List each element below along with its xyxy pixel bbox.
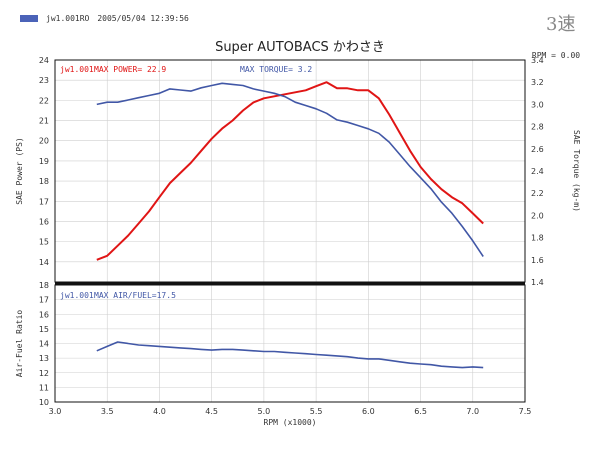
y-tick-label: 16 bbox=[39, 217, 49, 226]
chart-header: jw1.001RO 2005/05/04 12:39:56 bbox=[20, 14, 189, 23]
legend-swatch bbox=[20, 15, 38, 22]
af-y-axis-label: Air-Fuel Ratio bbox=[15, 310, 24, 378]
y2-tick-label: 3.0 bbox=[531, 100, 544, 109]
y2-tick-label: 1.6 bbox=[531, 256, 544, 265]
x-tick-label: 7.5 bbox=[519, 407, 532, 416]
x-tick-label: 6.5 bbox=[414, 407, 427, 416]
air-fuel-line bbox=[96, 341, 484, 369]
y-tick-label: 18 bbox=[39, 177, 49, 186]
y-tick-label: 14 bbox=[39, 258, 49, 267]
annotation-max-torque: MAX TORQUE= 3.2 bbox=[240, 65, 312, 74]
run-label: jw1.001RO bbox=[46, 14, 90, 23]
annotation-run-id: jw1.001 bbox=[60, 65, 94, 74]
y-tick-label: 15 bbox=[39, 238, 49, 247]
plot-frame-top bbox=[54, 59, 526, 283]
page-title: Super AUTOBACS かわさき bbox=[215, 40, 385, 55]
x-tick-label: 5.5 bbox=[310, 407, 323, 416]
af-y-tick-label: 15 bbox=[39, 325, 49, 334]
af-y-tick-label: 11 bbox=[39, 383, 49, 392]
y2-tick-label: 1.8 bbox=[531, 234, 544, 243]
y-tick-label: 19 bbox=[39, 157, 49, 166]
y-axis-label: SAE Power (PS) bbox=[15, 137, 24, 204]
plot-frame-bottom bbox=[54, 284, 526, 403]
annotation-max-power: MAX POWER= 22.9 bbox=[94, 65, 166, 74]
x-tick-label: 3.0 bbox=[49, 407, 62, 416]
torque-line bbox=[96, 82, 484, 257]
y2-tick-label: 2.8 bbox=[531, 123, 544, 132]
af-y-tick-label: 16 bbox=[39, 310, 49, 319]
y-tick-label: 24 bbox=[39, 56, 49, 65]
x-tick-label: 5.0 bbox=[258, 407, 271, 416]
y2-tick-label: 3.4 bbox=[531, 56, 544, 65]
run-datetime: 2005/05/04 12:39:56 bbox=[97, 14, 189, 23]
annotation-max-af: MAX AIR/FUEL=17.5 bbox=[94, 291, 176, 300]
x-tick-label: 4.0 bbox=[153, 407, 166, 416]
x-tick-label: 3.5 bbox=[101, 407, 114, 416]
y2-tick-label: 3.2 bbox=[531, 78, 544, 87]
x-tick-label: 7.0 bbox=[466, 407, 479, 416]
af-y-tick-label: 10 bbox=[39, 398, 49, 407]
y-tick-label: 20 bbox=[39, 137, 49, 146]
y-tick-label: 23 bbox=[39, 76, 49, 85]
af-y-tick-label: 17 bbox=[39, 296, 49, 305]
handwritten-note: 3速 bbox=[546, 14, 576, 35]
annotation-run-id-af: jw1.001 bbox=[60, 291, 94, 300]
af-y-tick-label: 12 bbox=[39, 369, 49, 378]
af-y-tick-label: 13 bbox=[39, 354, 49, 363]
y-tick-label: 17 bbox=[39, 197, 49, 206]
af-y-tick-label: 18 bbox=[39, 281, 49, 290]
x-tick-label: 4.5 bbox=[205, 407, 218, 416]
y2-tick-label: 2.4 bbox=[531, 167, 544, 176]
y-tick-label: 21 bbox=[39, 117, 49, 126]
y2-tick-label: 2.2 bbox=[531, 189, 544, 198]
x-tick-label: 6.0 bbox=[362, 407, 375, 416]
x-axis-label: RPM (x1000) bbox=[264, 418, 317, 427]
y2-tick-label: 1.4 bbox=[531, 278, 544, 287]
y2-axis-label: SAE Torque (kg-m) bbox=[572, 130, 581, 212]
af-y-tick-label: 14 bbox=[39, 340, 49, 349]
y2-tick-label: 2.0 bbox=[531, 211, 544, 220]
y-tick-label: 22 bbox=[39, 96, 49, 105]
power-line bbox=[96, 81, 484, 261]
rpm-readout: RPM = 0.00 bbox=[532, 51, 580, 60]
y2-tick-label: 2.6 bbox=[531, 145, 544, 154]
